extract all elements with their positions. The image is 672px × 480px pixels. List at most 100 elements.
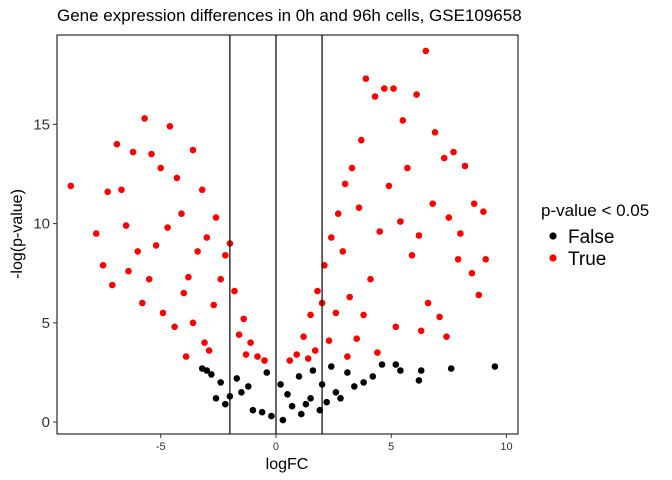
point-false-37	[284, 391, 291, 398]
point-true-72	[457, 230, 464, 237]
point-false-6	[378, 361, 386, 368]
point-true-87	[325, 337, 333, 345]
points-layer	[67, 47, 499, 424]
point-false-16	[288, 402, 296, 410]
point-true-44	[242, 351, 250, 358]
point-true-8	[141, 115, 148, 122]
point-true-81	[367, 275, 374, 283]
point-true-2	[99, 262, 107, 269]
point-true-80	[376, 228, 384, 235]
point-true-45	[286, 357, 294, 364]
point-true-98	[415, 232, 423, 239]
point-true-24	[212, 214, 220, 221]
point-true-6	[118, 186, 125, 194]
x-tick-label-1: 0	[273, 441, 279, 453]
plot-panel	[56, 34, 519, 435]
x-tick-label-3: 10	[500, 441, 512, 453]
point-true-21	[185, 273, 192, 281]
point-true-26	[231, 287, 238, 295]
point-false-2	[417, 367, 425, 374]
legend-title: p-value < 0.05	[541, 201, 649, 220]
point-true-53	[341, 180, 349, 188]
point-true-39	[235, 331, 243, 339]
point-false-0	[491, 363, 499, 370]
point-true-51	[328, 234, 335, 241]
point-true-35	[201, 339, 208, 347]
point-true-92	[404, 164, 411, 172]
point-true-16	[125, 267, 132, 275]
point-true-66	[461, 162, 469, 170]
point-false-29	[295, 373, 303, 380]
legend-label-false: False	[568, 227, 614, 248]
y-tick-label-3: 15	[33, 116, 50, 133]
point-true-82	[360, 311, 367, 319]
y-tick-label-0: 0	[42, 414, 50, 431]
point-false-21	[238, 389, 245, 396]
y-tick-label-2: 10	[33, 216, 50, 233]
point-true-69	[482, 255, 490, 263]
point-true-49	[314, 287, 321, 295]
point-true-68	[480, 208, 487, 215]
point-true-27	[240, 315, 247, 323]
point-true-52	[334, 210, 342, 217]
point-false-10	[337, 395, 344, 402]
point-false-7	[369, 373, 377, 380]
point-true-90	[304, 355, 312, 362]
point-true-84	[346, 293, 354, 301]
point-false-8	[360, 379, 367, 386]
point-false-11	[332, 389, 340, 396]
point-true-70	[475, 291, 483, 299]
x-tick-label-2: 5	[388, 441, 394, 453]
point-true-71	[468, 269, 476, 277]
y-axis-ticks: 0 5 10 15	[33, 116, 57, 431]
point-true-97	[344, 353, 351, 360]
point-true-75	[424, 299, 432, 307]
point-true-3	[104, 188, 111, 196]
point-false-12	[323, 398, 331, 406]
point-true-10	[157, 164, 164, 172]
point-false-24	[208, 371, 215, 378]
point-true-36	[210, 301, 217, 309]
point-true-60	[399, 117, 407, 124]
point-true-43	[205, 347, 213, 354]
point-true-9	[148, 150, 155, 158]
point-true-7	[129, 148, 137, 156]
reference-lines	[229, 35, 323, 434]
point-true-58	[381, 85, 388, 92]
point-true-59	[390, 85, 397, 92]
point-false-18	[268, 412, 275, 420]
point-true-25	[222, 252, 229, 259]
point-true-54	[348, 164, 356, 172]
legend-key-false	[549, 232, 557, 240]
point-false-5	[392, 361, 400, 368]
point-true-14	[198, 186, 206, 194]
point-true-1	[92, 230, 100, 237]
point-true-86	[332, 309, 340, 317]
point-true-78	[397, 218, 404, 225]
point-false-35	[212, 395, 220, 402]
point-false-23	[217, 379, 224, 386]
point-true-42	[182, 353, 190, 360]
point-false-9	[351, 383, 358, 390]
point-false-36	[245, 383, 252, 390]
point-false-28	[233, 375, 241, 382]
point-true-40	[145, 275, 153, 283]
point-false-3	[415, 377, 423, 384]
point-true-23	[203, 234, 211, 241]
point-false-38	[302, 400, 310, 408]
point-true-73	[445, 214, 453, 221]
point-true-46	[293, 351, 301, 358]
point-true-11	[166, 123, 174, 130]
point-true-31	[159, 309, 167, 317]
point-false-1	[447, 365, 455, 372]
point-true-63	[431, 129, 439, 136]
point-true-33	[180, 289, 188, 297]
point-false-15	[298, 410, 305, 418]
point-true-30	[261, 357, 268, 364]
point-true-20	[178, 210, 185, 217]
point-true-48	[307, 311, 314, 319]
point-false-13	[316, 406, 324, 414]
point-true-77	[408, 252, 416, 259]
x-tick-label-0: -5	[156, 441, 166, 453]
point-true-47	[300, 333, 307, 341]
